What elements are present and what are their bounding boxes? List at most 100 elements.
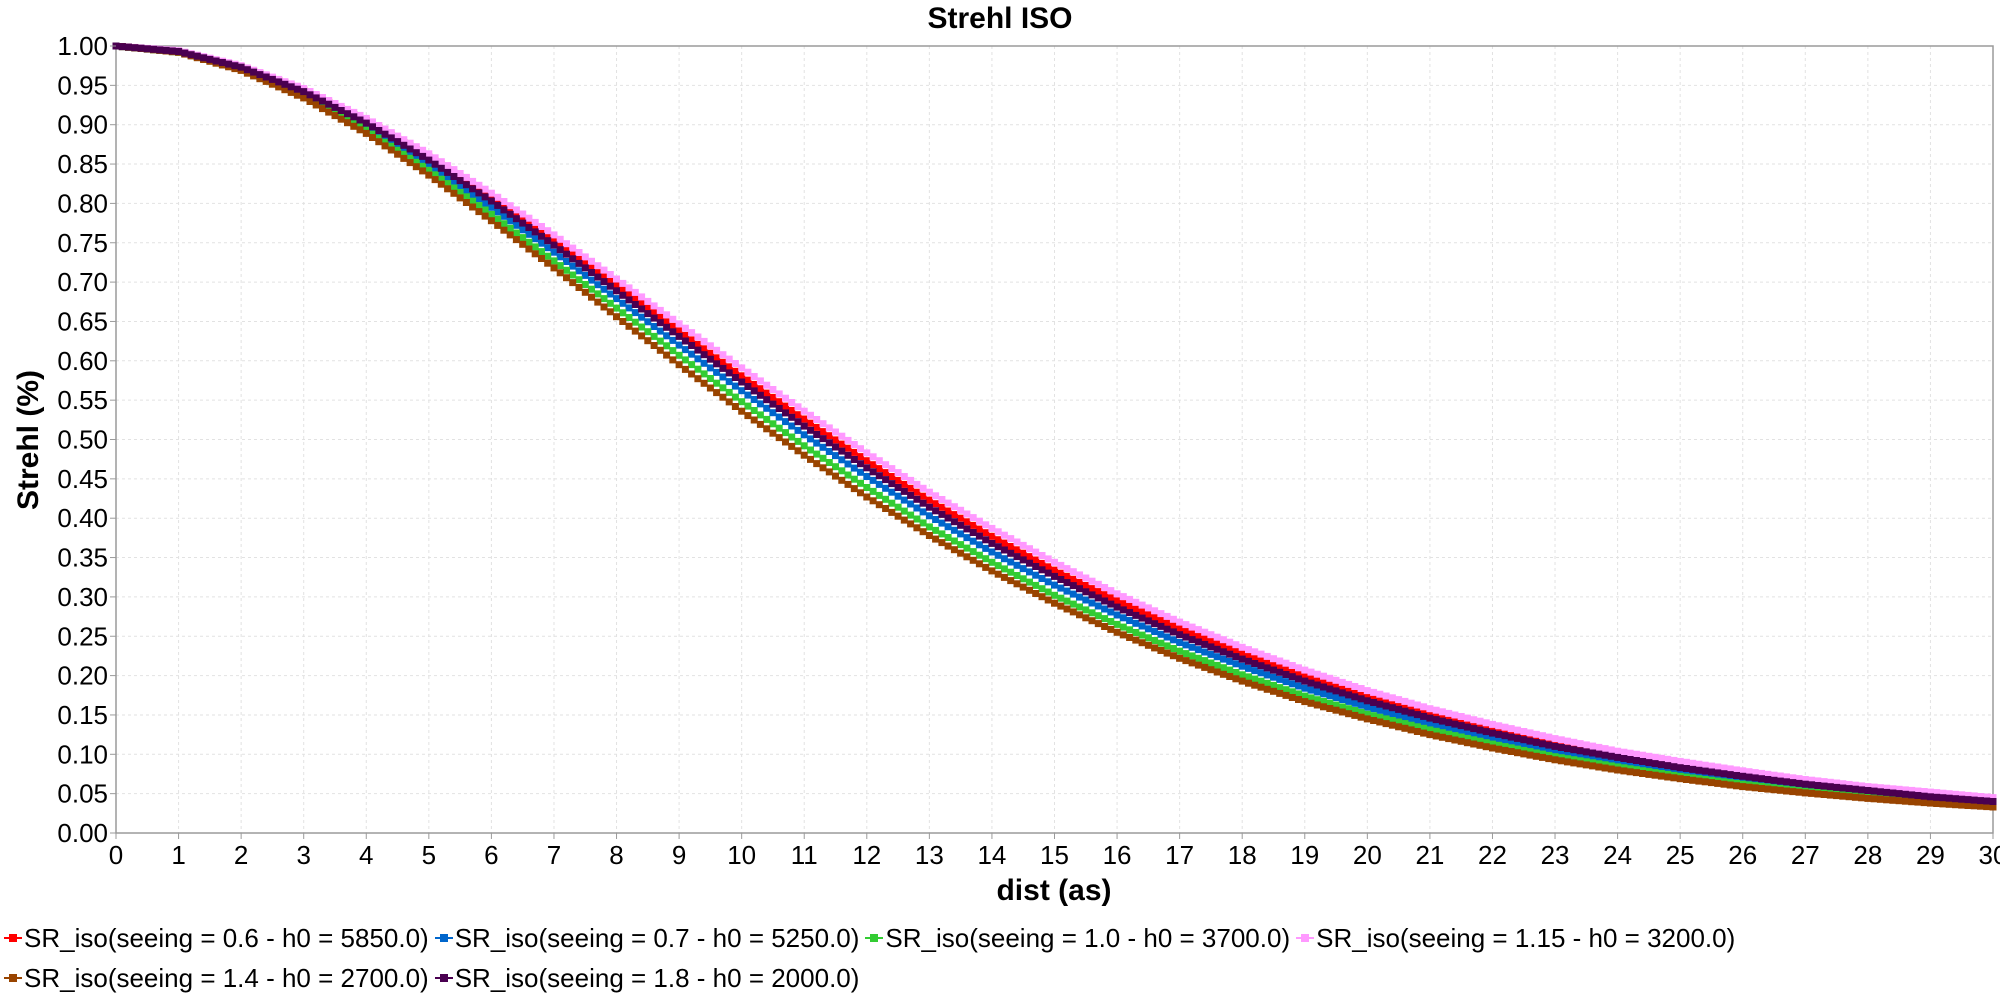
data-point <box>1564 749 1571 757</box>
data-point <box>1057 584 1065 592</box>
data-point <box>1845 793 1853 801</box>
data-point <box>1620 767 1628 775</box>
data-point <box>963 553 971 561</box>
data-point <box>1651 771 1659 779</box>
data-point <box>763 415 771 423</box>
data-point <box>1188 652 1196 660</box>
data-point <box>1695 770 1703 778</box>
data-point <box>412 158 420 166</box>
data-point <box>832 436 839 444</box>
data-point <box>531 250 539 258</box>
data-point <box>1376 718 1384 726</box>
data-point <box>437 175 445 183</box>
data-point <box>412 163 420 171</box>
data-point <box>1445 724 1453 732</box>
data-point <box>1758 769 1765 777</box>
data-point <box>1858 786 1866 794</box>
data-point <box>907 476 915 484</box>
data-point <box>1401 702 1409 710</box>
data-point <box>512 236 520 244</box>
y-tick-label: 0.40 <box>57 503 108 533</box>
data-point <box>1795 788 1803 796</box>
data-point <box>1232 647 1240 655</box>
data-point <box>531 235 539 243</box>
data-point <box>1138 631 1146 639</box>
data-point <box>1026 553 1033 561</box>
data-point <box>850 441 858 448</box>
data-point <box>606 308 614 316</box>
data-point <box>844 451 852 459</box>
data-point <box>1539 753 1546 761</box>
data-point <box>825 432 833 440</box>
data-point <box>719 393 727 401</box>
data-point <box>1219 655 1227 663</box>
data-point <box>619 318 627 325</box>
data-point <box>650 342 658 349</box>
data-point <box>1445 709 1453 717</box>
data-point <box>1151 628 1159 635</box>
data-point <box>1313 670 1321 678</box>
data-point <box>1676 768 1684 776</box>
data-point <box>1313 701 1321 709</box>
data-point <box>1363 710 1371 718</box>
x-tick-label: 18 <box>1228 840 1257 870</box>
data-point <box>1933 793 1941 801</box>
data-point <box>256 71 264 79</box>
data-point <box>669 322 677 330</box>
data-point <box>1632 761 1640 769</box>
series-lines <box>112 42 1997 811</box>
data-point <box>1270 661 1277 669</box>
data-point <box>337 115 345 123</box>
data-point <box>719 373 727 381</box>
data-point <box>944 542 952 550</box>
data-point <box>1714 763 1722 771</box>
data-point <box>681 337 689 345</box>
data-point <box>788 442 796 450</box>
data-point <box>437 158 445 166</box>
data-point <box>625 314 633 321</box>
data-point <box>1176 654 1184 662</box>
data-point <box>744 391 752 399</box>
data-point <box>925 532 933 539</box>
data-point <box>1977 793 1984 800</box>
data-point <box>1964 802 1972 809</box>
data-point <box>1432 706 1440 714</box>
data-point <box>487 210 495 218</box>
data-point <box>437 164 445 172</box>
data-point <box>813 431 821 438</box>
data-point <box>1301 672 1309 680</box>
data-point <box>525 238 533 246</box>
data-point <box>1514 734 1521 742</box>
data-point <box>1751 778 1759 786</box>
data-point <box>1764 770 1772 778</box>
data-point <box>1808 789 1816 797</box>
data-point <box>819 443 827 451</box>
data-point <box>1539 732 1546 740</box>
data-point <box>1726 775 1734 782</box>
data-point <box>788 406 796 414</box>
data-point <box>800 442 808 450</box>
data-point <box>387 146 395 154</box>
legend-label: SR_iso(seeing = 1.4 - h0 = 2700.0) <box>24 962 429 993</box>
data-point <box>1376 706 1384 714</box>
data-point <box>512 206 520 214</box>
data-point <box>581 253 589 261</box>
data-point <box>1601 756 1609 764</box>
data-point <box>1338 683 1346 691</box>
data-point <box>312 101 320 109</box>
data-point <box>1000 573 1008 581</box>
data-point <box>394 132 402 140</box>
data-point <box>556 235 564 243</box>
data-point <box>1526 729 1534 737</box>
data-point <box>1126 617 1134 624</box>
data-point <box>613 313 620 321</box>
data-point <box>1088 585 1096 593</box>
data-point <box>663 351 671 359</box>
x-tick-label: 3 <box>296 840 310 870</box>
data-point <box>456 177 464 185</box>
data-point <box>256 75 264 83</box>
data-point <box>932 500 940 508</box>
data-point <box>1032 581 1040 589</box>
data-point <box>669 356 677 364</box>
data-point <box>631 288 639 296</box>
